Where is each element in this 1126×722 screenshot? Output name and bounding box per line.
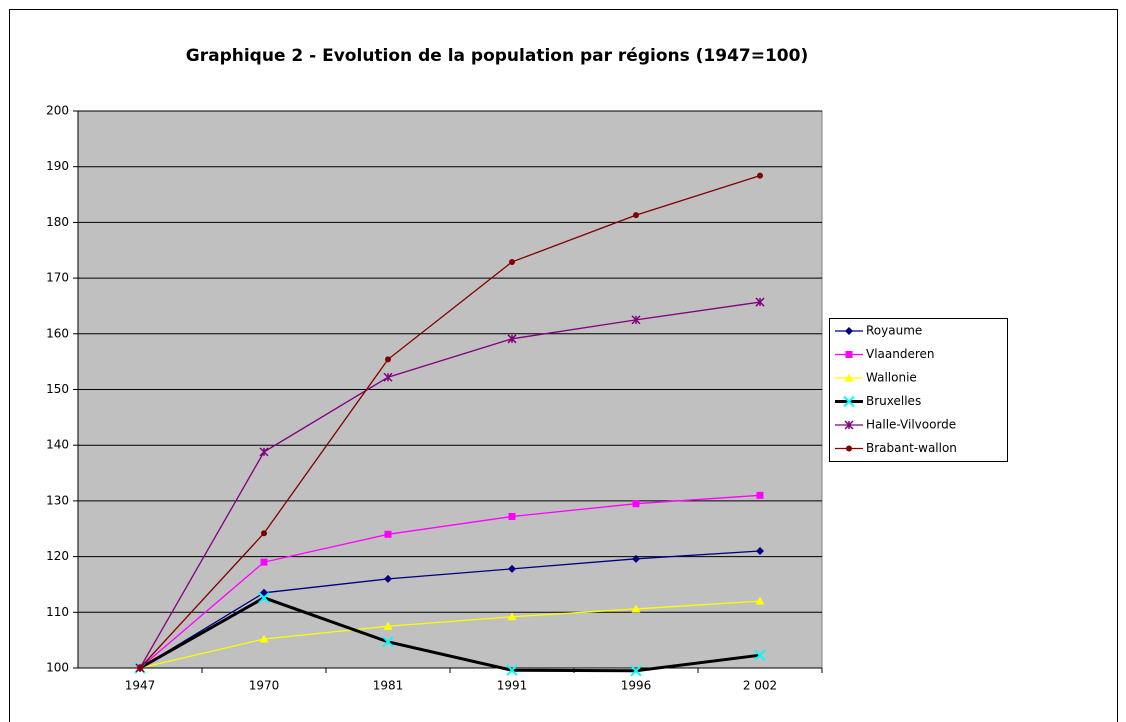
- series-line: [139, 494, 761, 669]
- marker: [137, 665, 143, 671]
- marker: [259, 634, 269, 643]
- marker: [631, 315, 641, 325]
- series-line: [139, 550, 761, 669]
- marker: [632, 500, 640, 508]
- chart-title: Graphique 2 - Evolution de la population…: [186, 46, 808, 66]
- marker: [845, 351, 853, 358]
- x-tick-label: 1991: [497, 679, 528, 693]
- y-tick-label: 200: [46, 104, 69, 118]
- marker: [845, 327, 853, 335]
- x-tick-label: 1981: [373, 679, 404, 693]
- marker: [756, 491, 764, 499]
- marker: [844, 420, 854, 430]
- marker: [843, 395, 855, 408]
- marker: [754, 649, 766, 661]
- marker: [382, 636, 394, 648]
- y-tick-label: 170: [46, 271, 69, 285]
- series-line: [139, 301, 761, 669]
- marker: [506, 664, 518, 676]
- marker: [261, 530, 267, 537]
- marker: [383, 372, 393, 382]
- legend-label: Royaume: [866, 324, 922, 338]
- y-tick-label: 140: [46, 438, 69, 452]
- legend-label: Bruxelles: [866, 394, 921, 408]
- marker: [756, 547, 764, 556]
- legend-label: Brabant-wallon: [866, 441, 957, 455]
- marker: [630, 665, 642, 677]
- x-tick-label: 1947: [125, 679, 156, 693]
- marker: [508, 564, 516, 573]
- y-tick-label: 180: [46, 215, 69, 229]
- marker: [385, 356, 391, 363]
- marker: [846, 445, 852, 452]
- series-line: [139, 596, 761, 673]
- marker: [509, 258, 515, 265]
- marker: [755, 596, 765, 605]
- marker: [259, 447, 269, 457]
- marker: [384, 530, 392, 538]
- marker: [508, 512, 516, 520]
- y-tick-label: 100: [46, 661, 69, 675]
- y-tick-label: 110: [46, 605, 69, 619]
- marker: [258, 592, 270, 604]
- y-tick-label: 190: [46, 159, 69, 173]
- marker: [507, 612, 517, 621]
- marker: [631, 604, 641, 613]
- marker: [507, 334, 517, 344]
- series-line: [139, 174, 761, 669]
- legend-label: Vlaanderen: [866, 347, 935, 361]
- y-tick-label: 120: [46, 549, 69, 563]
- marker: [383, 621, 393, 630]
- x-tick-label: 1996: [621, 679, 652, 693]
- marker: [844, 373, 854, 382]
- y-tick-label: 130: [46, 493, 69, 507]
- x-tick-label: 2 002: [743, 679, 777, 693]
- series-line: [139, 600, 761, 669]
- legend-label: Halle-Vilvoorde: [866, 418, 956, 432]
- marker: [755, 297, 765, 307]
- y-tick-label: 160: [46, 326, 69, 340]
- marker: [633, 212, 639, 219]
- x-tick-label: 1970: [249, 679, 280, 693]
- legend-label: Wallonie: [866, 371, 917, 385]
- marker: [260, 558, 268, 566]
- marker: [632, 554, 640, 563]
- marker: [384, 574, 392, 583]
- marker: [757, 172, 763, 179]
- legend-box: [829, 318, 1008, 462]
- y-tick-label: 150: [46, 382, 69, 396]
